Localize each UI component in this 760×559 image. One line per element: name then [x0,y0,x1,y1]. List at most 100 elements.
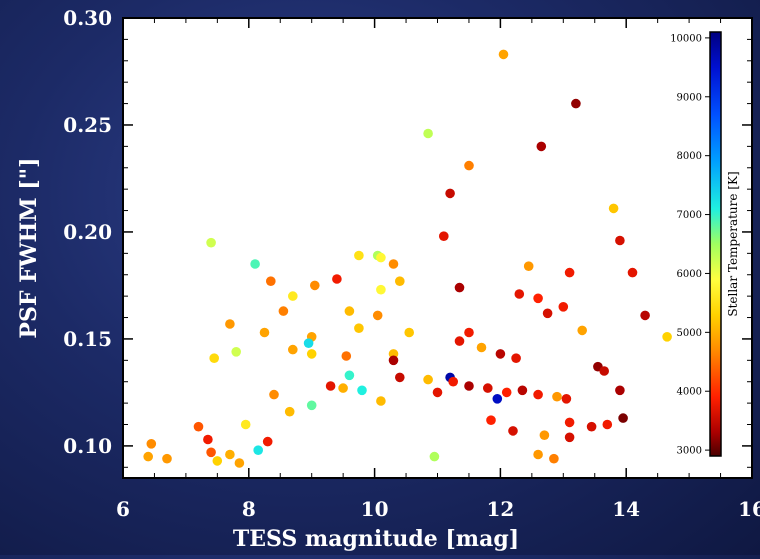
data-point [212,456,223,466]
colorbar-tick-label: 3000 [677,446,702,457]
x-tick-label: 10 [361,497,389,521]
data-point [209,353,219,364]
data-point [376,396,386,406]
data-point [486,415,496,426]
data-point [514,289,525,299]
data-point [523,261,534,272]
data-point [231,347,241,357]
data-point [357,385,367,396]
data-point [388,259,399,269]
data-point [354,250,364,261]
data-point [492,394,503,404]
data-point [533,293,543,304]
data-point [511,353,521,364]
data-point [262,436,273,447]
data-point [259,327,270,338]
data-point [341,351,352,361]
data-point [284,406,295,417]
data-point [476,342,487,353]
data-point [454,282,465,293]
data-point [662,332,672,342]
data-point [395,276,405,287]
data-point [423,128,433,139]
data-point [193,421,204,432]
y-tick-label: 0.30 [63,6,112,30]
data-point [599,366,609,376]
data-point [552,391,562,402]
colorbar-tick-label: 9000 [677,92,702,103]
data-point [533,449,543,460]
data-point [303,338,314,349]
data-point [306,349,317,359]
data-point [395,372,405,383]
data-point [225,319,235,329]
data-point [549,453,559,464]
data-point [388,355,399,366]
data-point [564,417,575,428]
data-point [542,308,553,319]
data-point [539,430,550,441]
colorbar-tick-label: 4000 [677,387,702,398]
data-point [206,237,216,248]
colorbar-label: Stellar Temperature [K] [726,171,740,316]
colorbar-tick-label: 6000 [677,269,702,280]
x-tick-label: 8 [242,497,256,521]
plot-area [122,17,753,479]
data-point [344,370,355,381]
data-point [203,434,213,445]
data-point [376,284,386,295]
data-point [225,449,235,460]
data-point [429,451,440,462]
data-point [234,458,245,468]
data-point [143,451,153,462]
data-point [564,267,575,278]
data-point [483,383,493,393]
colorbar: Stellar Temperature [K] 3000 4000 5000 6000… [670,31,740,457]
data-point [640,310,650,321]
data-point [240,419,251,430]
data-point [206,447,216,458]
data-point [508,426,518,436]
data-point [464,160,474,171]
data-point [338,383,348,393]
data-point [533,389,543,400]
data-point [266,276,276,287]
data-point [577,325,587,336]
axes: 6 8 10 12 14 16 0.10 0.15 0.20 0.25 0.30 [63,6,760,521]
colorbar-tick-label: 8000 [677,151,702,162]
colorbar-tick-label: 5000 [677,328,702,339]
data-point [495,349,506,359]
data-point [571,98,581,109]
data-point [618,413,628,423]
data-point [602,419,613,430]
data-point [288,291,298,301]
data-point [250,259,260,269]
data-point [269,389,279,400]
data-point [404,327,415,338]
data-point [162,453,172,464]
y-tick-label: 0.20 [63,220,112,244]
data-point [332,274,342,284]
x-tick-label: 16 [738,497,760,521]
data-point [448,376,459,387]
data-point [608,203,619,214]
data-point [372,310,383,321]
data-point [498,49,509,60]
y-tick-label: 0.25 [63,113,112,137]
data-point [615,235,625,246]
x-tick-label: 12 [486,497,514,521]
x-axis-label: TESS magnitude [mag] [233,526,519,552]
data-point [464,327,474,338]
colorbar-tick-label: 7000 [677,210,702,221]
data-point [586,421,597,432]
colorbar-tick-label: 10000 [670,33,702,44]
y-tick-label: 0.10 [63,434,112,458]
data-point [354,323,364,334]
data-point [310,280,320,291]
data-point [146,439,157,449]
scatter-points [143,49,672,468]
data-point [558,302,569,312]
data-point [306,400,317,411]
